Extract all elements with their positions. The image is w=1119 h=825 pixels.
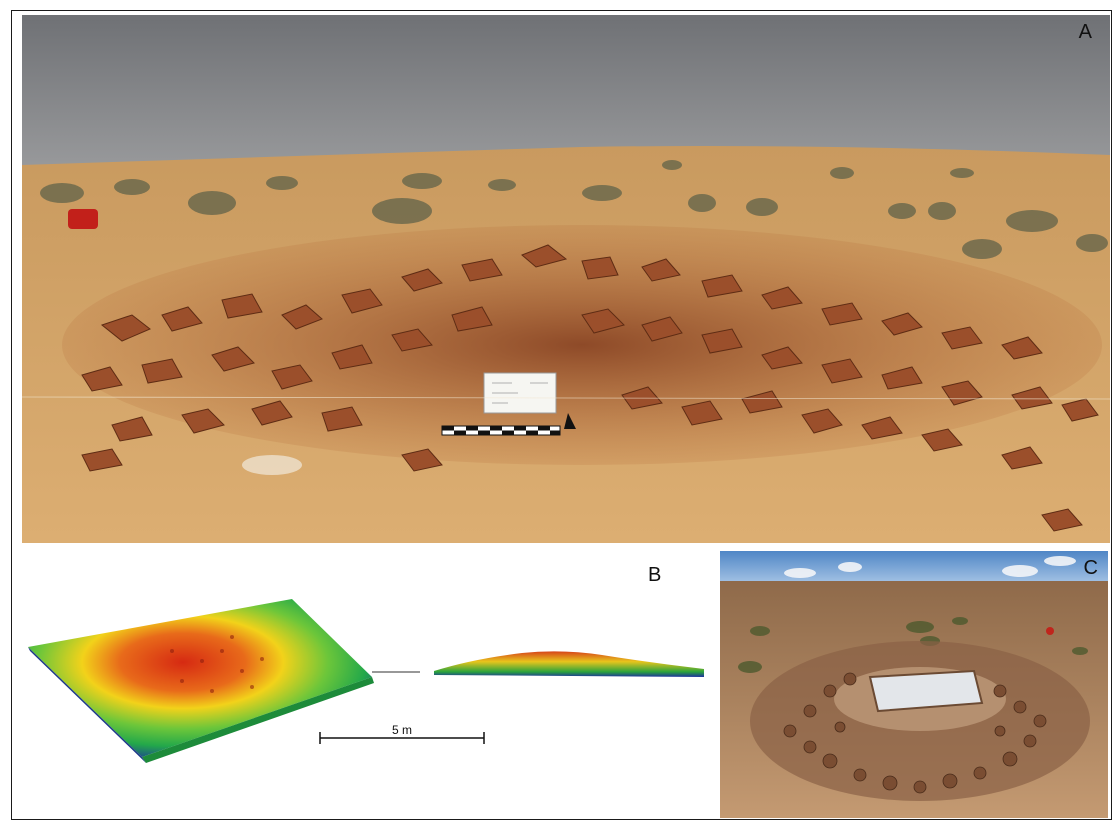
scale-bar-label: 5 m xyxy=(392,723,413,737)
panel-a-photo: A xyxy=(22,15,1110,543)
cairn-photo xyxy=(22,15,1110,543)
red-bag xyxy=(68,209,98,229)
model-profile xyxy=(434,651,704,677)
panel-label-a: A xyxy=(1078,21,1092,43)
panel-label-c: C xyxy=(1083,557,1098,579)
panel-b-model: B 5 m xyxy=(22,551,712,818)
excavation-photo xyxy=(720,551,1108,818)
excavated-pit xyxy=(868,669,984,713)
photo-scale xyxy=(441,413,576,436)
panel-c-photo: C xyxy=(720,551,1108,818)
elevation-model xyxy=(28,599,704,763)
model-surface xyxy=(28,599,372,757)
panel-label-b: B xyxy=(648,564,662,586)
scale-bar xyxy=(319,732,485,744)
